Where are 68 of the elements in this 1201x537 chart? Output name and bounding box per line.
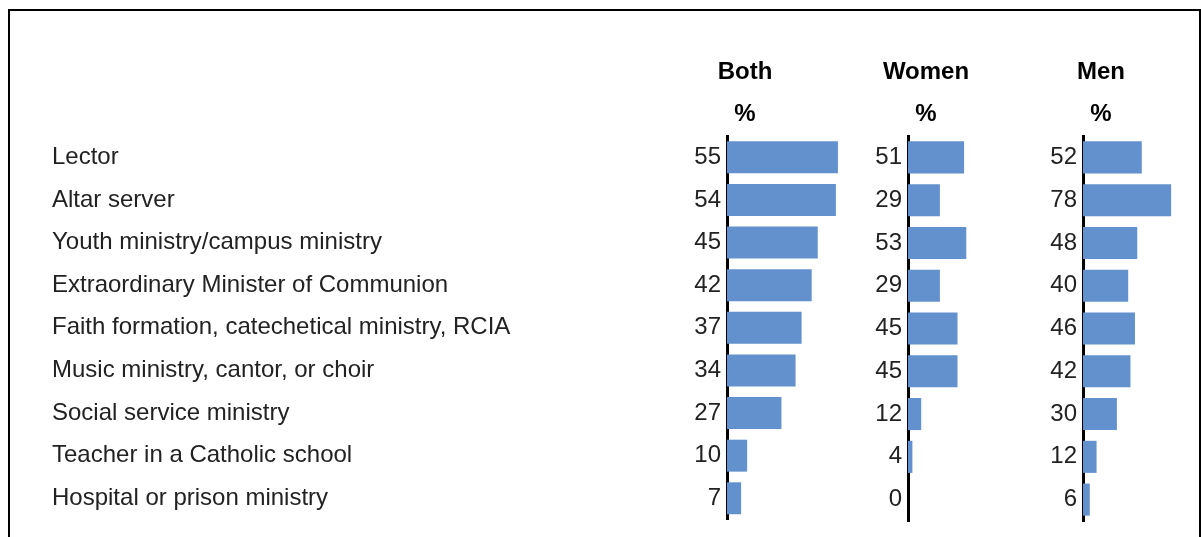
bar: [908, 226, 967, 259]
chart-subtitle: %: [1090, 98, 1112, 126]
y-tick-label: Lector: [52, 141, 119, 169]
data-label: 4: [888, 441, 902, 469]
bar: [727, 439, 748, 472]
data-label: 30: [1050, 398, 1077, 426]
bar: [1083, 184, 1172, 217]
y-tick-label: Faith formation, catechetical ministry, RCIA: [52, 312, 511, 340]
chart-subtitle: %: [734, 98, 756, 126]
data-label: 53: [875, 227, 902, 255]
data-label: 27: [694, 397, 721, 425]
bar: [1083, 312, 1135, 345]
bar: [727, 397, 782, 430]
data-label: 40: [1050, 270, 1077, 298]
data-label: 29: [875, 184, 902, 212]
data-label: 55: [694, 141, 721, 169]
y-tick-label: Youth ministry/campus ministry: [52, 227, 382, 255]
bar: [908, 269, 940, 302]
data-label: 54: [694, 184, 721, 212]
data-label: 10: [694, 440, 721, 468]
bar: [727, 141, 838, 174]
data-label: 45: [875, 355, 902, 383]
data-label: 42: [1050, 355, 1077, 383]
data-label: 12: [875, 398, 902, 426]
data-label: 12: [1050, 441, 1077, 469]
data-label: 29: [875, 270, 902, 298]
data-label: 51: [875, 142, 902, 170]
y-tick-label: Teacher in a Catholic school: [52, 440, 353, 468]
bar: [908, 184, 940, 217]
bar: [1083, 355, 1131, 388]
bar: [1083, 398, 1117, 431]
bar: [727, 226, 818, 259]
bar: [1083, 226, 1138, 259]
data-label: 45: [694, 227, 721, 255]
chart-title: Men: [1077, 56, 1125, 84]
chart-subtitle: %: [915, 98, 937, 126]
y-tick-label: Extraordinary Minister of Communion: [52, 269, 449, 297]
bar: [727, 311, 802, 344]
bar: [1083, 440, 1097, 473]
data-label: 52: [1050, 142, 1077, 170]
data-label: 78: [1050, 184, 1077, 212]
data-label: 48: [1050, 227, 1077, 255]
y-tick-label: Social service ministry: [52, 397, 290, 425]
y-tick-label: Altar server: [52, 184, 175, 212]
data-label: 7: [707, 482, 721, 510]
bar: [727, 269, 812, 302]
data-label: 34: [694, 355, 721, 383]
data-label: 42: [694, 269, 721, 297]
data-label: 6: [1063, 484, 1077, 512]
bar: [727, 354, 796, 387]
bar: [908, 355, 958, 388]
y-tick-label: Music ministry, cantor, or choir: [52, 355, 375, 383]
bar: [908, 141, 965, 174]
bar: [1083, 141, 1142, 174]
bar: [908, 440, 913, 473]
bar: [727, 482, 742, 515]
bar: [1083, 269, 1129, 302]
data-label: 45: [875, 313, 902, 341]
data-label: 37: [694, 312, 721, 340]
bar: [1083, 483, 1090, 516]
chart-title: Women: [882, 56, 970, 84]
bar: [908, 312, 958, 345]
bar: [727, 183, 836, 216]
data-label: 46: [1050, 313, 1077, 341]
data-label: 0: [888, 484, 902, 512]
y-tick-label: Hospital or prison ministry: [52, 482, 329, 510]
chart-title: Both: [717, 56, 773, 84]
bar: [908, 398, 922, 431]
